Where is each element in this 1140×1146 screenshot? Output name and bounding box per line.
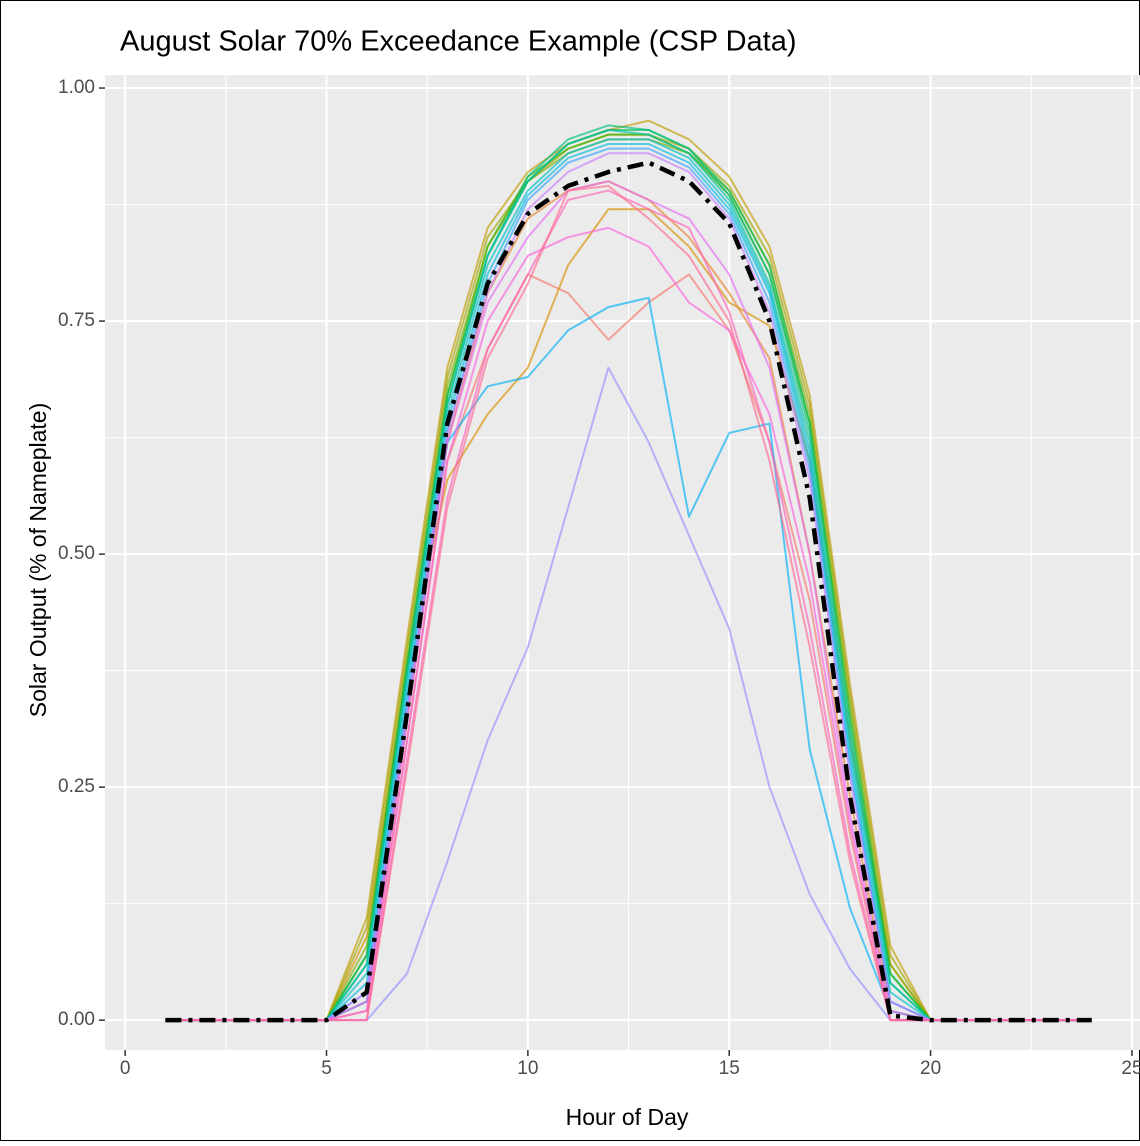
x-tick-label: 0 [120,1058,131,1079]
x-tick-label: 10 [517,1058,538,1079]
y-tick-label: 0.25 [58,776,95,797]
y-tick-label: 0.00 [58,1009,95,1030]
x-axis-title: Hour of Day [566,1104,689,1130]
y-axis-title: Solar Output (% of Nameplate) [25,403,51,717]
x-tick-label: 20 [920,1058,941,1079]
x-tick-label: 5 [321,1058,332,1079]
panel [105,75,1140,1050]
y-tick-label: 1.00 [58,77,95,98]
chart-title: August Solar 70% Exceedance Example (CSP… [120,26,797,58]
reference-line [165,160,1092,1023]
series-line [165,184,1092,1022]
x-tick-label: 15 [719,1058,740,1079]
y-tick-label: 0.75 [58,310,95,331]
x-tick-label: 25 [1121,1058,1140,1079]
y-tick-label: 0.50 [58,543,95,564]
